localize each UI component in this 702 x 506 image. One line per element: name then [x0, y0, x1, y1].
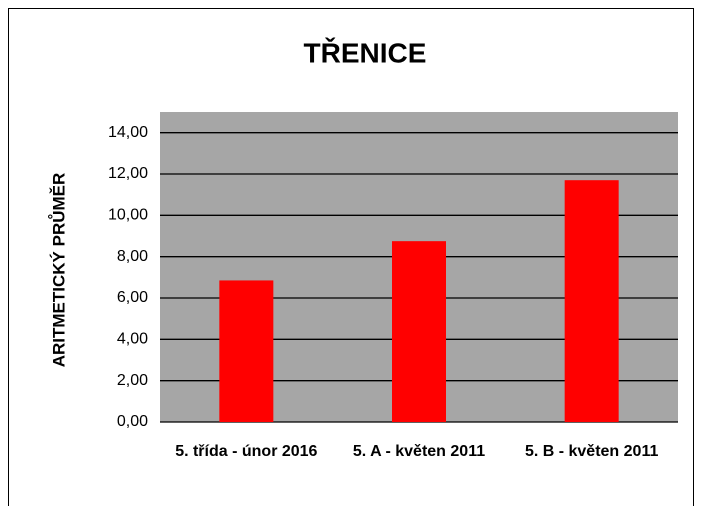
y-tick-label: 8,00	[117, 248, 148, 265]
y-tick-label: 6,00	[117, 289, 148, 306]
x-tick-label: 5. třída - únor 2016	[175, 443, 318, 460]
y-tick-label: 10,00	[108, 207, 148, 224]
y-axis-label: ARITMETICKÝ PRŮMĚR	[48, 173, 68, 368]
bar	[564, 180, 619, 422]
bar	[392, 241, 446, 422]
y-tick-label: 4,00	[117, 331, 148, 348]
y-tick-label: 0,00	[117, 413, 148, 430]
x-tick-label: 5. A - květen 2011	[352, 443, 486, 460]
x-tick-label: 5. B - květen 2011	[524, 443, 659, 460]
y-tick-label: 12,00	[108, 165, 148, 182]
chart-title: TŘENICE	[304, 37, 427, 68]
y-tick-label: 2,00	[117, 372, 148, 389]
y-tick-label: 14,00	[108, 124, 148, 141]
bar	[219, 280, 274, 422]
